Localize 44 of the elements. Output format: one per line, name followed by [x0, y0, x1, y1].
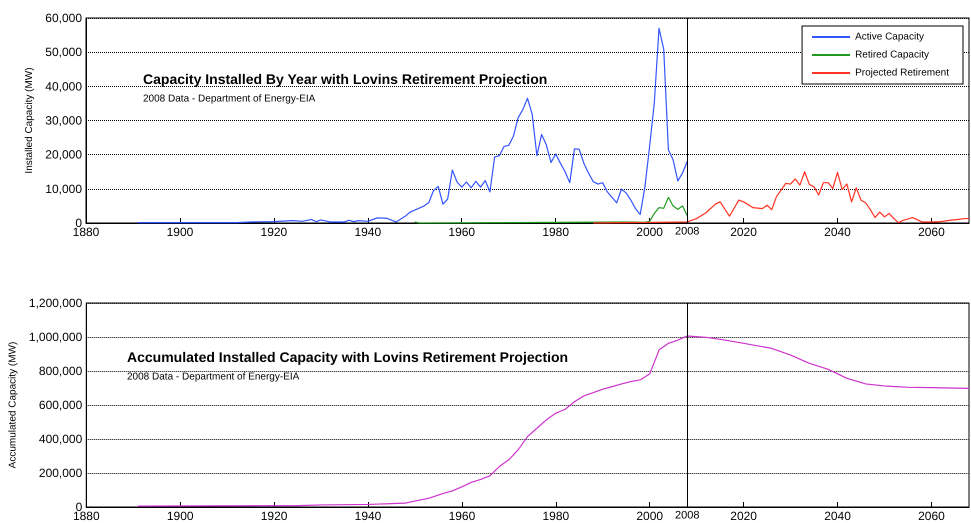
legend-label: Projected Retirement — [855, 68, 950, 78]
y-axis-title: Installed Capacity (MW) — [24, 67, 35, 174]
x-tick-label: 1960 — [448, 225, 476, 239]
text: 2008 Data - Department of Energy-EIA — [143, 94, 316, 104]
y-tick-label: 30,000 — [45, 114, 82, 128]
x-tick-label: 1940 — [354, 225, 382, 239]
y-tick-label: 600,000 — [38, 398, 83, 412]
x-tick-label: 1980 — [542, 225, 570, 239]
x-tick-label: 1960 — [448, 509, 476, 523]
y-tick-label: 20,000 — [45, 148, 82, 162]
x-tick-label: 1920 — [260, 225, 288, 239]
x-tick-label: 2060 — [918, 509, 946, 523]
x-tick-label: 1900 — [166, 509, 194, 523]
ref-line-label: 2008 — [675, 510, 700, 522]
x-tick-label: 2060 — [918, 225, 946, 239]
x-tick-label: 2000 — [636, 225, 664, 239]
y-tick-label: 60,000 — [45, 11, 82, 25]
line-series — [592, 171, 970, 224]
x-tick-label: 2040 — [824, 225, 852, 239]
y-tick-label: 200,000 — [38, 466, 83, 480]
text: 2008 Data - Department of Energy-EIA — [127, 372, 300, 382]
x-tick-label: 2040 — [824, 509, 852, 523]
x-tick-label: 1940 — [354, 509, 382, 523]
line-series — [414, 196, 688, 224]
text: Accumulated Installed Capacity with Lovins Retirement Projection — [127, 349, 568, 365]
x-tick-label: 1980 — [542, 509, 570, 523]
text: Capacity Installed By Year with Lovins Retirement Projection — [143, 71, 548, 87]
y-tick-label: 1,000,000 — [28, 330, 83, 344]
x-tick-label: 1900 — [166, 225, 194, 239]
x-tick-label: 2020 — [730, 225, 758, 239]
y-tick-label: 10,000 — [45, 182, 82, 196]
y-tick-label: 1,200,000 — [28, 296, 83, 310]
y-tick-label: 800,000 — [38, 364, 83, 378]
legend-label: Retired Capacity — [855, 50, 929, 60]
y-tick-label: 50,000 — [45, 45, 82, 60]
legend-label: Active Capacity — [855, 32, 924, 42]
x-tick-label: 2000 — [636, 509, 664, 523]
line-series — [137, 28, 688, 224]
y-axis-title: Accumulated Capacity (MW) — [8, 342, 18, 468]
y-tick-label: 400,000 — [38, 432, 83, 446]
x-tick-label: 2020 — [730, 509, 758, 523]
x-tick-label: 1920 — [260, 509, 288, 523]
y-tick-label: 40,000 — [45, 79, 82, 94]
ref-line-label: 2008 — [674, 226, 700, 238]
